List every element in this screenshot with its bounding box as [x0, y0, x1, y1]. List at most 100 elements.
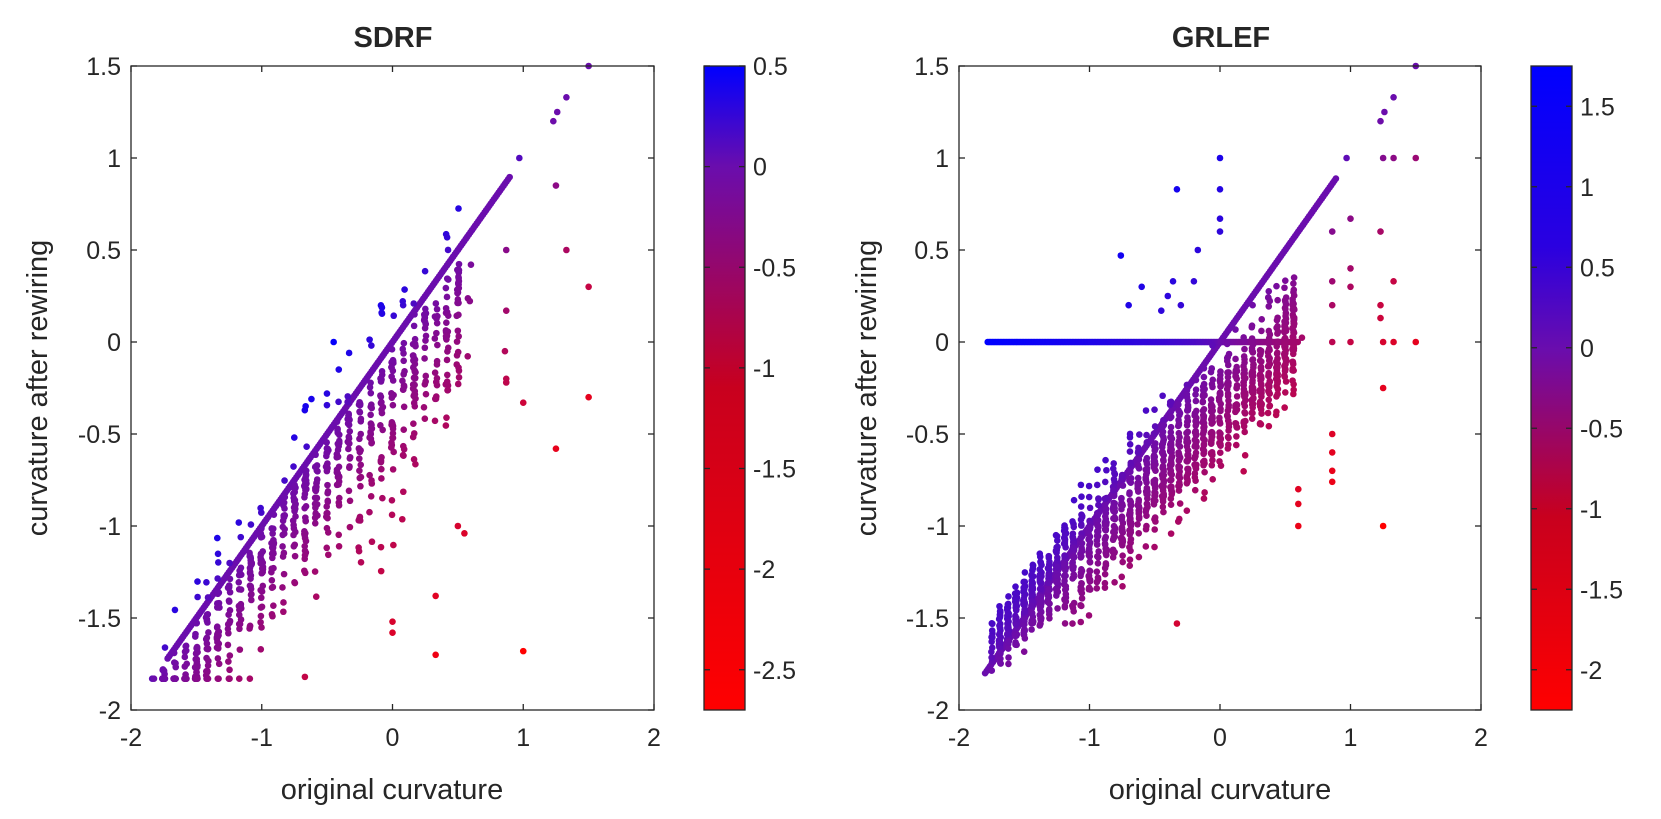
scatter-point [516, 154, 523, 162]
scatter-point [1232, 326, 1239, 333]
scatter-point [453, 361, 461, 368]
scatter-point [323, 439, 331, 446]
scatter-points [981, 62, 1420, 677]
scatter-point [585, 393, 592, 401]
scatter-point [1021, 616, 1028, 623]
scatter-point [552, 445, 560, 453]
scatter-point [367, 492, 375, 500]
scatter-point [215, 660, 223, 668]
scatter-point [377, 375, 384, 382]
scatter-point [409, 433, 417, 441]
scatter-point [1038, 598, 1045, 605]
scatter-point [235, 675, 243, 683]
scatter-point [1347, 283, 1354, 291]
scatter-point [1281, 284, 1288, 292]
scatter-point [1077, 516, 1085, 523]
scatter-point [193, 658, 201, 666]
scatter-point [1233, 375, 1241, 383]
scatter-point [1192, 391, 1199, 398]
scatter-point [246, 568, 254, 576]
scatter-point [1249, 301, 1256, 309]
scatter-point [431, 395, 439, 403]
y-tick-label: 1.5 [86, 53, 121, 81]
scatter-point [1005, 618, 1012, 625]
scatter-point [1225, 441, 1232, 448]
scatter-point [410, 420, 417, 427]
scatter-point [1135, 447, 1142, 454]
scatter-point [270, 602, 277, 609]
scatter-point [182, 642, 190, 650]
scatter-point [247, 591, 255, 599]
scatter-point [268, 565, 276, 572]
scatter-point [368, 439, 376, 446]
scatter-point [988, 627, 996, 634]
scatter-point [1347, 265, 1354, 272]
scatter-point [1282, 312, 1289, 320]
scatter-point [1248, 409, 1256, 417]
scatter-point [454, 380, 462, 388]
scatter-point [1168, 435, 1176, 443]
scatter-point [330, 338, 337, 346]
scatter-point [1037, 615, 1044, 622]
scatter-point [1143, 431, 1150, 439]
scatter-point [1295, 500, 1302, 508]
scatter-point [368, 538, 376, 546]
y-axis-label: curvature after rewiring [851, 240, 883, 537]
scatter-point [1028, 602, 1035, 609]
scatter-point [236, 625, 243, 633]
scatter-point [1175, 401, 1182, 408]
scatter-point [302, 477, 310, 484]
scatter-point [1167, 495, 1175, 502]
scatter-point [1126, 543, 1133, 551]
scatter-point [291, 541, 299, 549]
scatter-point [1005, 610, 1013, 617]
scatter-point [411, 374, 419, 382]
scatter-point [1232, 355, 1239, 363]
scatter-point [1086, 504, 1094, 512]
scatter-point [1199, 398, 1207, 405]
scatter-point [1266, 402, 1273, 410]
scatter-point [1159, 440, 1166, 448]
scatter-point [1332, 175, 1340, 182]
scatter-point [345, 445, 352, 453]
colorbar-tick-label: -2 [1580, 657, 1602, 685]
scatter-point [1094, 466, 1101, 473]
scatter-point [1216, 228, 1224, 235]
scatter-point [214, 559, 222, 566]
scatter-point [398, 515, 406, 523]
scatter-point [159, 675, 167, 683]
scatter-point [1062, 590, 1070, 598]
scatter-point [183, 660, 191, 668]
scatter-point [1028, 626, 1035, 633]
scatter-point [1160, 508, 1167, 516]
scatter-point [389, 466, 397, 473]
scatter-point [420, 404, 428, 411]
scatter-point [1095, 496, 1102, 503]
scatter-point [1029, 565, 1037, 572]
scatter-point [1070, 523, 1078, 531]
scatter-point [1248, 323, 1256, 331]
scatter-point [1085, 584, 1093, 591]
scatter-point [1257, 373, 1265, 380]
scatter-point [1265, 422, 1273, 430]
scatter-point [1070, 544, 1077, 552]
scatter-point [1169, 277, 1177, 285]
scatter-point [308, 395, 315, 403]
scatter-point [216, 604, 223, 611]
scatter-point [357, 447, 364, 454]
scatter-point [247, 553, 254, 561]
scatter-point [1328, 338, 1336, 346]
scatter-point [378, 465, 385, 473]
scatter-point [434, 341, 441, 349]
scatter-point [292, 500, 299, 508]
scatter-point [453, 312, 461, 320]
scatter-point [443, 371, 451, 379]
scatter-point [1142, 474, 1149, 482]
scatter-point [1225, 350, 1233, 358]
scatter-point [214, 550, 222, 558]
scatter-point [280, 499, 288, 506]
scatter-point [1216, 420, 1224, 427]
scatter-point [455, 279, 462, 287]
scatter-point [1176, 500, 1184, 507]
scatter-point [1377, 228, 1384, 235]
